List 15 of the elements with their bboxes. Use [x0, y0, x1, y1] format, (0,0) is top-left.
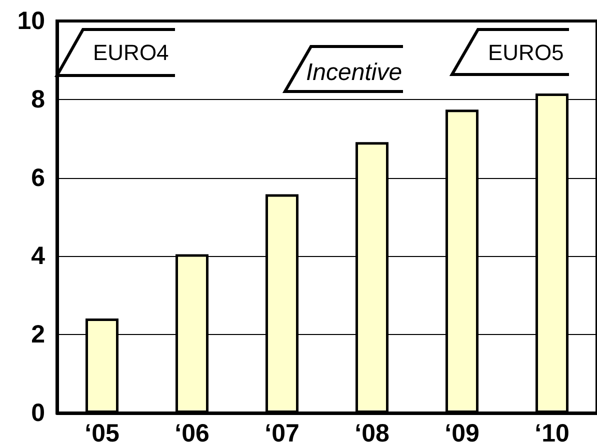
y-tick-label: 2: [31, 320, 45, 349]
x-tick-label: ‘05: [84, 420, 120, 446]
x-tick-label: ‘06: [174, 420, 210, 446]
y-tick-label: 8: [31, 85, 46, 114]
y-tick-label: 4: [31, 242, 46, 270]
y-tick-label: 10: [17, 7, 45, 35]
x-tick-label: ‘08: [354, 420, 390, 446]
y-tick-label: 0: [31, 399, 45, 427]
annotation: EURO4: [93, 40, 169, 66]
annotation: Incentive: [306, 59, 402, 87]
y-tick-label: 6: [31, 164, 45, 192]
x-tick-label: ‘07: [264, 420, 300, 446]
x-tick-label: ‘10: [534, 420, 570, 446]
x-tick-label: ‘09: [444, 420, 480, 446]
annotation: EURO5: [488, 40, 564, 66]
